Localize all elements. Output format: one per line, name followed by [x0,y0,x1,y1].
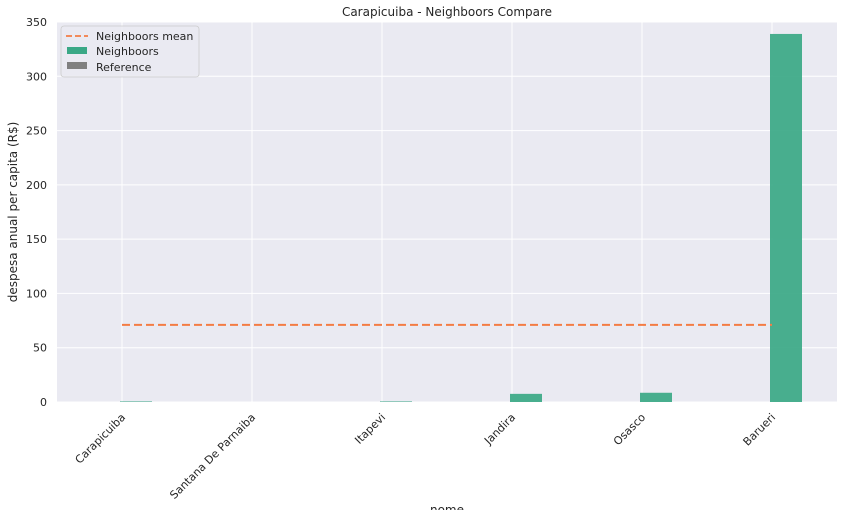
bar-neighboors [770,33,802,402]
x-tick-label: Carapicuiba [73,411,129,467]
y-tick-label: 250 [26,125,47,138]
legend: Neighboors mean Neighboors Reference [60,25,200,78]
y-tick-label: 100 [26,287,47,300]
bar-neighboors [380,401,412,402]
bars [120,33,802,402]
y-tick-label: 200 [26,179,47,192]
legend-reference-swatch [67,62,87,69]
y-axis-ticks: 0 50 100 150 200 250 300 350 [26,16,47,409]
bar-neighboors [120,401,152,402]
x-axis-label: nome [430,503,464,510]
chart-title: Carapicuiba - Neighboors Compare [342,5,552,19]
y-tick-label: 150 [26,233,47,246]
legend-neighboors-swatch [67,47,87,54]
x-tick-label: Santana De Parnaiba [167,411,258,502]
x-tick-label: Jandira [481,411,518,448]
y-tick-label: 350 [26,16,47,29]
x-tick-label: Osasco [611,411,648,448]
y-tick-label: 0 [40,396,47,409]
legend-box [60,25,200,78]
x-tick-label: Itapevi [352,411,388,447]
bar-neighboors [510,393,542,402]
bar-neighboors [640,392,672,402]
legend-label-neighboors: Neighboors [96,45,159,58]
y-tick-label: 300 [26,70,47,83]
y-tick-label: 50 [33,342,47,355]
plot-background [57,22,837,402]
x-axis-ticks: Carapicuiba Santana De Parnaiba Itapevi Jan… [73,411,779,502]
x-tick-label: Barueri [741,411,779,449]
legend-label-reference: Reference [96,61,152,74]
legend-label-mean: Neighboors mean [96,30,193,43]
y-axis-label: despesa anual per capita (R$) [6,122,20,303]
